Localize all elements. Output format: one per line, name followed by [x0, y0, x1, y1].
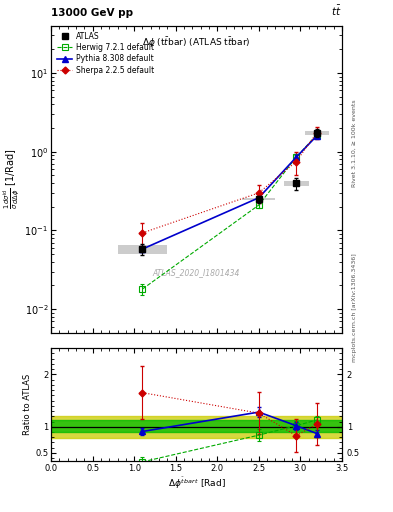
Bar: [51, 420, 342, 432]
Text: ATLAS_2020_I1801434: ATLAS_2020_I1801434: [153, 268, 240, 278]
Legend: ATLAS, Herwig 7.2.1 default, Pythia 8.308 default, Sherpa 2.2.5 default: ATLAS, Herwig 7.2.1 default, Pythia 8.30…: [55, 29, 157, 77]
Text: $\Delta\phi$ (t$\bar{t}$bar) (ATLAS t$\bar{t}$bar): $\Delta\phi$ (t$\bar{t}$bar) (ATLAS t$\b…: [142, 35, 251, 50]
Text: mcplots.cern.ch [arXiv:1306.3436]: mcplots.cern.ch [arXiv:1306.3436]: [352, 253, 357, 361]
Text: 13000 GeV pp: 13000 GeV pp: [51, 8, 133, 18]
Bar: [284, 181, 309, 186]
Bar: [118, 245, 167, 254]
Text: Rivet 3.1.10, ≥ 100k events: Rivet 3.1.10, ≥ 100k events: [352, 99, 357, 187]
Y-axis label: $\frac{1}{\sigma}\frac{d\sigma^{\mathrm{id}}}{d\Delta\phi}$ [1/Rad]: $\frac{1}{\sigma}\frac{d\sigma^{\mathrm{…: [2, 149, 22, 209]
Y-axis label: Ratio to ATLAS: Ratio to ATLAS: [24, 374, 32, 435]
X-axis label: $\Delta\phi^{\bar{t}bar\,t}$ [Rad]: $\Delta\phi^{\bar{t}bar\,t}$ [Rad]: [167, 475, 226, 491]
Bar: [305, 131, 329, 135]
Bar: [242, 198, 275, 201]
Bar: [51, 416, 342, 438]
Text: $t\bar{t}$: $t\bar{t}$: [331, 4, 342, 18]
